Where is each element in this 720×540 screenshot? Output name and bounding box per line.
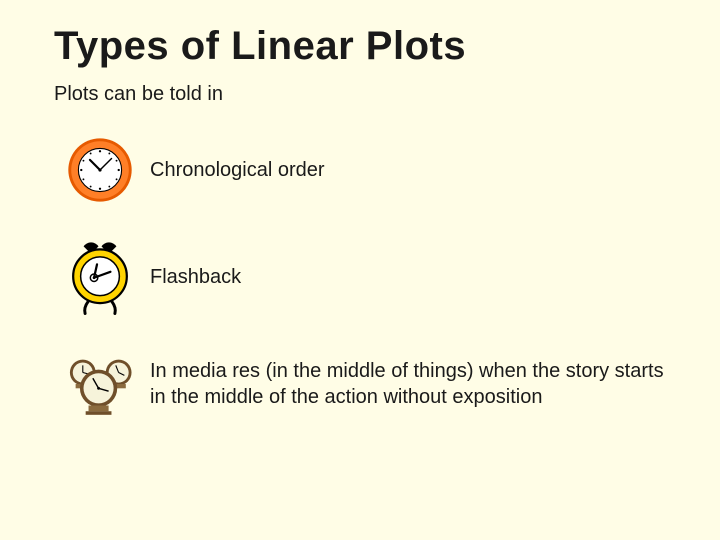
list-item: Chronological order [54, 134, 670, 206]
item-label: Chronological order [146, 157, 325, 183]
alarm-clock-yellow-icon [54, 236, 146, 318]
subtitle: Plots can be told in [54, 83, 670, 106]
page-title: Types of Linear Plots [54, 24, 670, 69]
clock-trio-icon [54, 348, 146, 420]
slide: Types of Linear Plots Plots can be told … [0, 0, 720, 540]
list-item: Flashback [54, 236, 670, 318]
item-label: In media res (in the middle of things) w… [146, 358, 670, 410]
list-item: In media res (in the middle of things) w… [54, 348, 670, 420]
clock-orange-icon [54, 134, 146, 206]
item-label: Flashback [146, 264, 241, 290]
